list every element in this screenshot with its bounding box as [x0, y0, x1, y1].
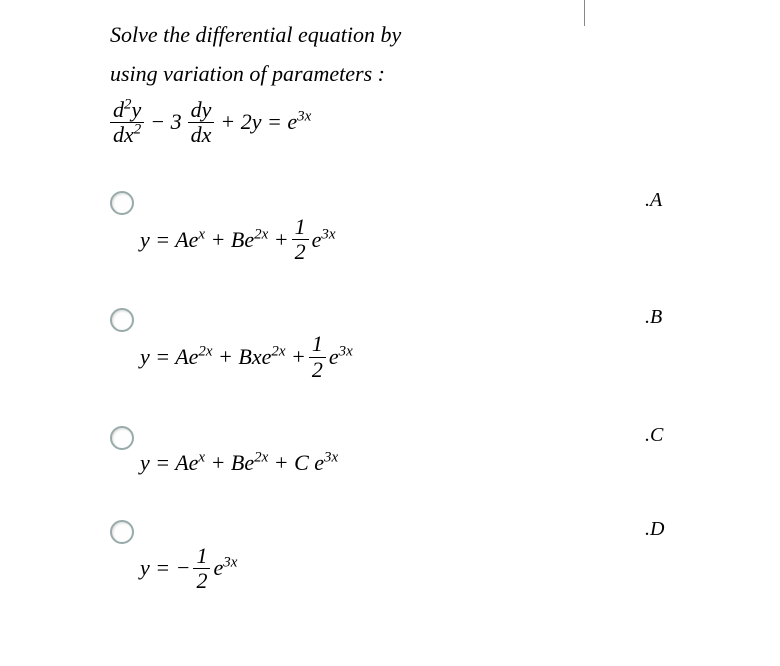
- eq-rest: + 2y = e3x: [220, 109, 311, 135]
- option-b-equation: y = Ae2x + Bxe2x + 1 2 e3x: [140, 304, 645, 381]
- option-c-row: y = Aex + Be2x + C e3x .C: [110, 422, 685, 476]
- option-d-label: .D: [645, 516, 685, 541]
- option-c-label: .C: [645, 422, 685, 447]
- radio-option-d[interactable]: [110, 520, 134, 544]
- radio-option-c[interactable]: [110, 426, 134, 450]
- main-equation: d2y dx2 − 3 dy dx + 2y = e3x: [110, 98, 685, 147]
- option-b-row: y = Ae2x + Bxe2x + 1 2 e3x .B: [110, 304, 685, 381]
- option-a-row: y = Aex + Be2x + 1 2 e3x .A: [110, 187, 685, 264]
- option-d-row: y = − 1 2 e3x .D: [110, 516, 685, 593]
- option-a-label: .A: [645, 187, 685, 212]
- option-b-label: .B: [645, 304, 685, 329]
- option-d-equation: y = − 1 2 e3x: [140, 516, 645, 593]
- question-line-1: Solve the differential equation by: [110, 20, 685, 51]
- radio-option-b[interactable]: [110, 308, 134, 332]
- option-c-equation: y = Aex + Be2x + C e3x: [140, 422, 645, 476]
- fraction-d2y-dx2: d2y dx2: [110, 98, 144, 147]
- radio-option-a[interactable]: [110, 191, 134, 215]
- question-line-2: using variation of parameters :: [110, 59, 685, 90]
- option-a-equation: y = Aex + Be2x + 1 2 e3x: [140, 187, 645, 264]
- fraction-dy-dx: dy dx: [188, 98, 215, 147]
- minus-3: − 3: [150, 109, 181, 135]
